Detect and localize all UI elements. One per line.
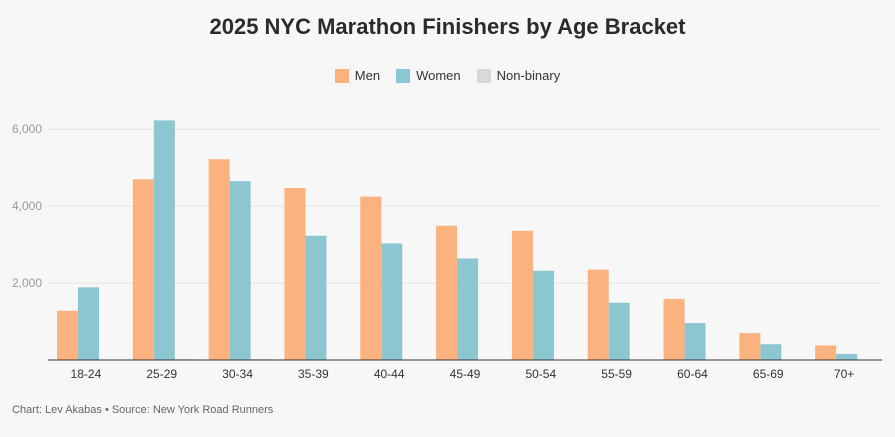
x-tick-label: 50-54 [525, 367, 556, 381]
bar-women-50-54 [532, 270, 554, 360]
bar-women-60-64 [684, 323, 706, 360]
legend-swatch-men [334, 68, 349, 83]
x-tick-label: 70+ [834, 367, 854, 381]
bar-men-30-34 [208, 159, 230, 360]
legend-swatch-nonbinary [476, 68, 491, 83]
bar-men-50-54 [511, 230, 533, 360]
legend-swatch-women [396, 68, 411, 83]
y-tick-label: 6,000 [12, 122, 42, 136]
bar-women-18-24 [78, 287, 99, 360]
bar-men-55-59 [587, 269, 609, 360]
x-tick-label: 25-29 [146, 367, 177, 381]
legend-item-women: Women [396, 68, 461, 83]
bar-men-45-49 [436, 225, 458, 360]
bar-women-35-39 [305, 235, 327, 360]
bar-men-60-64 [663, 298, 685, 360]
x-tick-label: 65-69 [753, 367, 784, 381]
bar-men-18-24 [57, 310, 78, 360]
bar-men-70+ [815, 345, 837, 360]
x-tick-label: 45-49 [450, 367, 481, 381]
legend-label-nonbinary: Non-binary [496, 68, 561, 83]
bar-women-70+ [836, 353, 858, 360]
x-tick-label: 18-24 [71, 367, 102, 381]
bar-men-65-69 [739, 333, 761, 360]
chart-footer: Chart: Lev Akabas • Source: New York Roa… [12, 404, 274, 416]
bar-women-25-29 [153, 120, 175, 360]
x-tick-label: 60-64 [677, 367, 708, 381]
x-tick-label: 30-34 [222, 367, 253, 381]
legend-label-men: Men [354, 68, 381, 83]
bar-men-35-39 [284, 188, 306, 360]
legend-item-men: Men [334, 68, 381, 83]
bar-women-55-59 [608, 302, 630, 360]
legend-label-women: Women [416, 68, 461, 83]
x-tick-label: 40-44 [374, 367, 405, 381]
y-tick-label: 4,000 [12, 199, 42, 213]
chart-legend: Men Women Non-binary [0, 68, 895, 83]
legend-item-nonbinary: Non-binary [476, 68, 561, 83]
y-tick-label: 2,000 [12, 276, 42, 290]
x-tick-label: 55-59 [601, 367, 632, 381]
bar-women-30-34 [229, 181, 251, 360]
bar-women-40-44 [381, 243, 403, 360]
bar-men-25-29 [132, 179, 154, 360]
bar-women-65-69 [760, 344, 782, 360]
x-tick-label: 35-39 [298, 367, 329, 381]
bar-men-40-44 [360, 196, 382, 360]
bar-women-45-49 [457, 258, 479, 360]
chart-title: 2025 NYC Marathon Finishers by Age Brack… [209, 14, 686, 39]
